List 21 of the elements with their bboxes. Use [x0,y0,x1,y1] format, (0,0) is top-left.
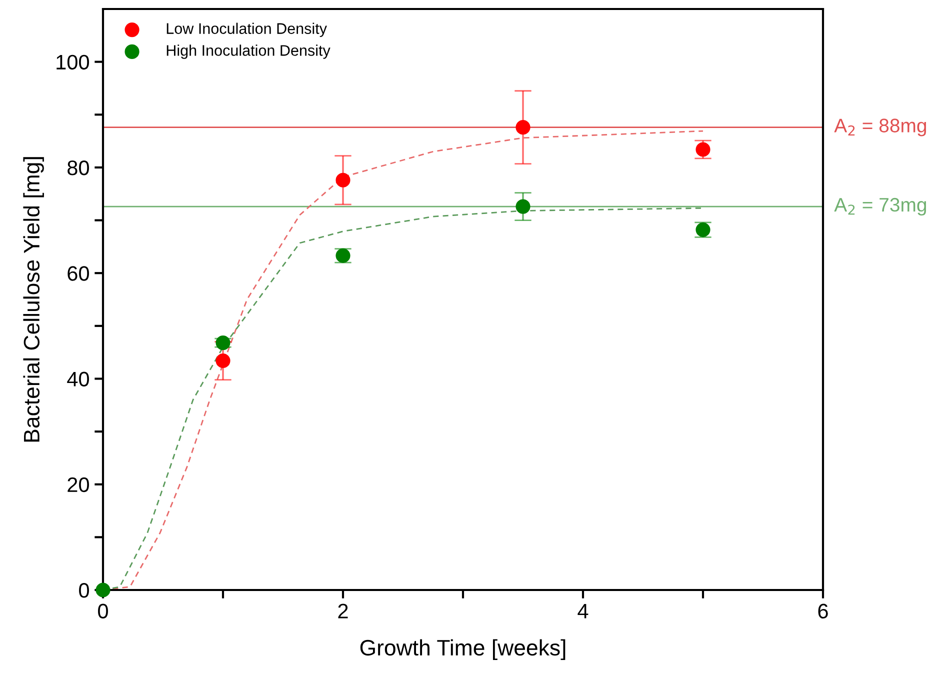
legend-label: Low Inoculation Density [166,22,327,37]
y-tick-label: 60 [68,266,89,281]
point [216,353,230,368]
point [336,172,350,188]
y-tick-label: 100 [56,54,89,70]
x-tick-label: 4 [578,604,588,618]
y-axis-title: Bacterial Cellulose Yield [mg] [23,157,44,442]
ref-line-label: A$_{2}$ = 88mg [834,118,926,136]
ref-line-label: A$_{2}$ = 73mg [834,198,926,216]
x-tick-label: 2 [338,604,348,618]
point [516,120,530,135]
y-tick-label: 40 [67,372,89,386]
y-tick-label: 80 [68,160,89,176]
legend-label: High Inoculation Density [166,44,330,59]
x-tick-label: 0 [98,604,108,618]
x-tick-label: 6 [818,604,828,618]
y-tick-label: 0 [79,583,89,598]
y-tick-label: 20 [68,477,89,492]
x-axis-title: Growth Time [weeks] [360,639,566,660]
point [516,199,530,214]
point [216,336,230,350]
